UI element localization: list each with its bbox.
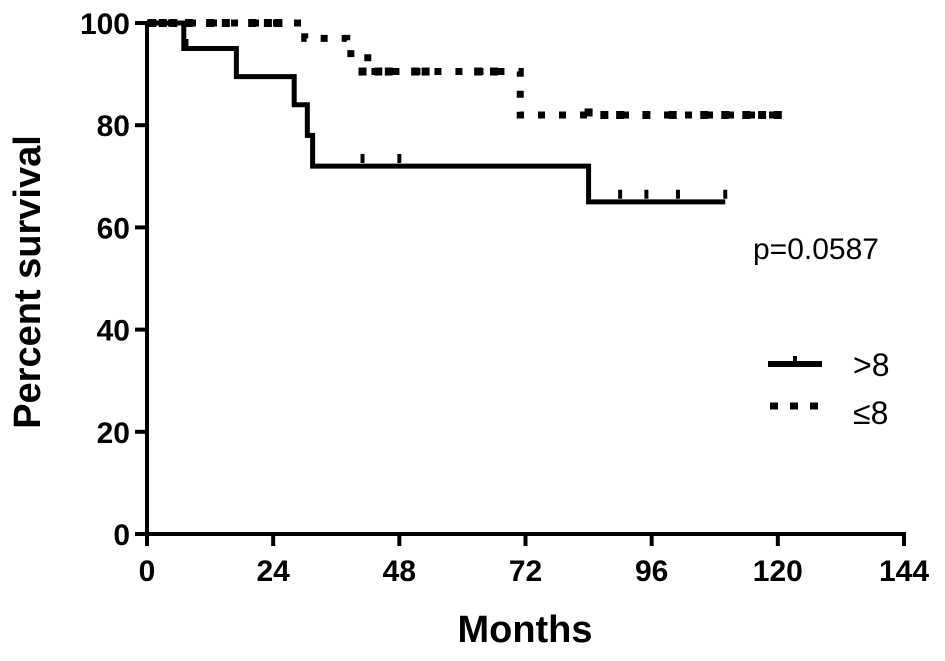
- x-tick-label: 144: [879, 555, 929, 588]
- x-tick-label: 120: [753, 555, 803, 588]
- series-1: [147, 20, 728, 205]
- series-2: [147, 19, 784, 119]
- legend: >8 ≤8: [768, 347, 889, 431]
- censor-mark: [206, 19, 215, 27]
- y-tick-label: 40: [97, 315, 130, 348]
- legend-label: >8: [853, 347, 889, 383]
- censor-mark: [185, 19, 194, 27]
- y-tick-label: 80: [97, 110, 130, 143]
- censor-mark: [773, 110, 782, 119]
- legend-label: ≤8: [853, 395, 888, 431]
- censor-mark: [421, 67, 430, 76]
- series-layer: [147, 19, 784, 205]
- censor-mark: [158, 19, 167, 27]
- y-axis-title: Percent survival: [7, 135, 49, 429]
- x-tick-label: 96: [635, 555, 668, 588]
- censor-mark: [148, 19, 157, 27]
- censor-mark: [374, 67, 383, 76]
- x-tick-label: 72: [509, 555, 542, 588]
- censor-mark: [742, 110, 751, 119]
- x-tick-label: 48: [383, 555, 416, 588]
- x-axis-title: Months: [457, 609, 592, 651]
- y-tick-label: 0: [113, 519, 130, 552]
- censor-mark: [489, 67, 498, 76]
- censor-mark: [668, 110, 677, 119]
- censor-mark: [358, 67, 367, 76]
- censor-mark: [700, 110, 709, 119]
- censor-mark: [600, 110, 609, 119]
- x-tick-label: 0: [139, 555, 156, 588]
- censor-mark: [721, 110, 730, 119]
- y-tick-label: 100: [80, 8, 130, 41]
- y-tick-label: 60: [97, 212, 130, 245]
- censor-mark: [221, 19, 230, 27]
- censor-mark: [642, 110, 651, 119]
- y-axis-ticks: 0 20 40 60 80 100: [80, 8, 147, 552]
- censor-mark: [584, 108, 593, 117]
- censor-mark: [758, 110, 767, 119]
- x-tick-label: 24: [256, 555, 290, 588]
- censor-mark: [248, 19, 257, 27]
- censor-mark: [474, 67, 483, 76]
- survival-curve: [147, 19, 784, 119]
- axes: [145, 21, 906, 536]
- censor-mark: [169, 19, 178, 27]
- p-value-annotation: p=0.0587: [753, 233, 879, 266]
- legend-item: >8: [768, 347, 889, 383]
- x-axis-ticks: 0 24 48 72 96 120 144: [139, 534, 929, 588]
- censor-mark: [411, 67, 420, 76]
- censor-mark: [274, 19, 283, 27]
- survival-curve: [147, 20, 726, 205]
- y-tick-label: 20: [97, 417, 130, 450]
- legend-item: ≤8: [770, 395, 888, 431]
- censor-mark: [263, 19, 272, 27]
- censor-mark: [384, 67, 393, 76]
- censor-mark: [616, 110, 625, 119]
